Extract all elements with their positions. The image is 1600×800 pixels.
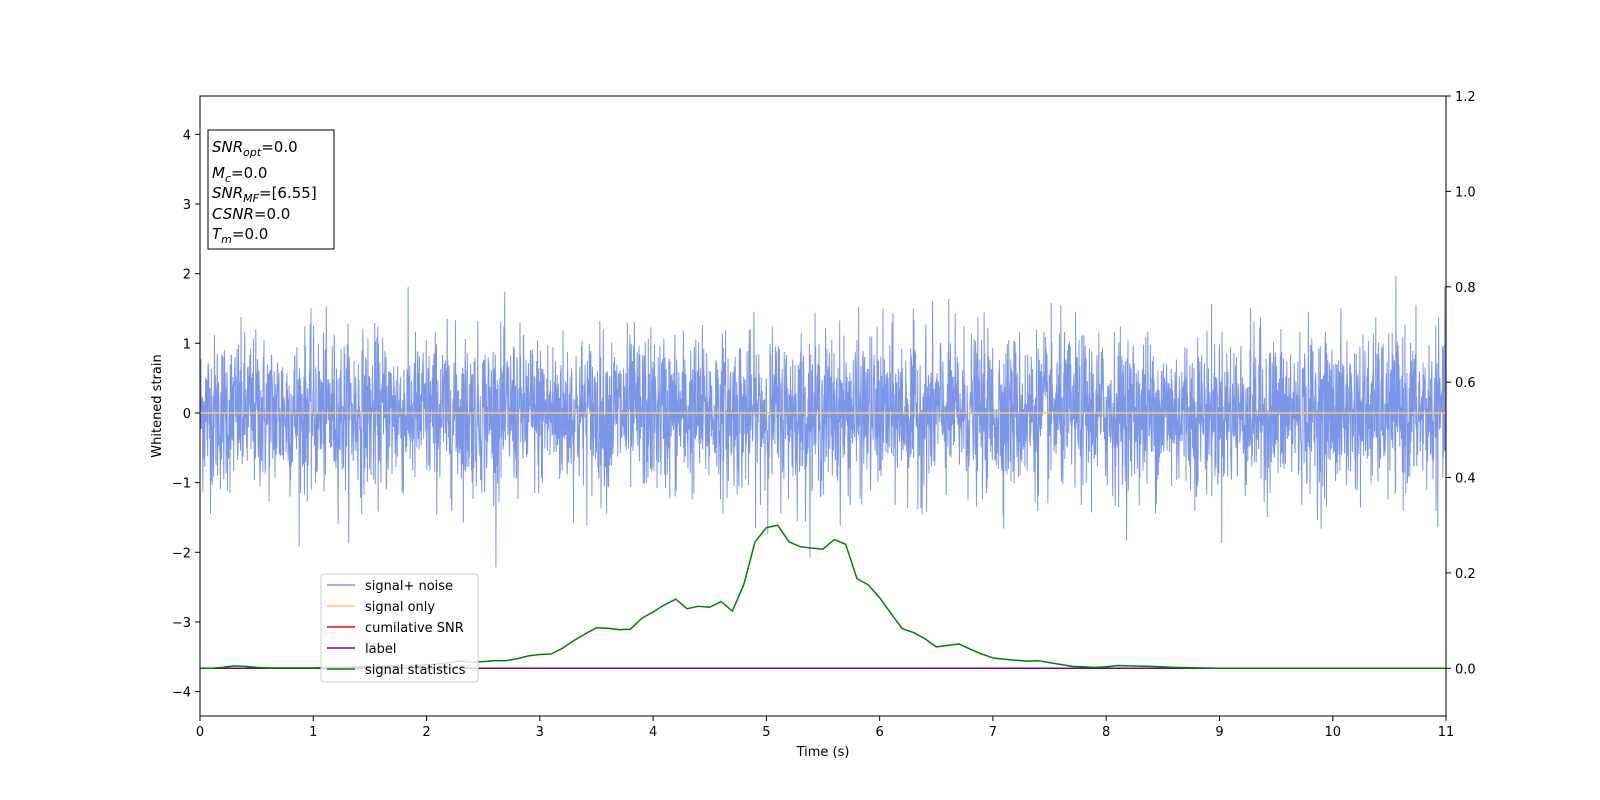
x-tick-label: 8 [1102,725,1110,740]
x-axis-label: Time (s) [796,745,850,760]
y-axis-right-ticks: 0.0 0.2 0.4 0.6 0.8 1.0 1.2 [1446,90,1476,677]
y-right-tick-label: 0.4 [1455,472,1476,487]
x-tick-label: 3 [536,725,544,740]
y-left-tick-label: 3 [183,198,191,213]
y-right-tick-label: 0.6 [1455,376,1476,391]
legend-label-signal-noise: signal+ noise [365,579,453,594]
y-left-tick-label: −4 [172,686,191,701]
info-csnr-value: =0.0 [254,205,290,223]
info-csnr: CSNR=0.0 [212,205,290,223]
y-right-tick-label: 1.0 [1455,185,1476,200]
legend: signal+ noise signal only cumilative SNR la… [320,573,479,683]
y-right-tick-label: 0.2 [1455,567,1476,582]
y-right-tick-label: 0.8 [1455,281,1476,296]
legend-label-cumilative-snr: cumilative SNR [365,621,464,636]
y-left-tick-label: 0 [183,407,191,422]
x-tick-label: 1 [309,725,317,740]
y-axis-left-ticks: −4 −3 −2 −1 0 1 2 3 4 [172,128,200,701]
x-tick-label: 6 [875,725,883,740]
info-tm-sub: m [221,233,232,246]
x-axis-ticks: 0 1 2 3 4 5 6 7 8 9 10 11 [196,716,1454,740]
x-tick-label: 0 [196,725,204,740]
info-csnr-var: CSNR [212,205,254,223]
info-snr-mf-var: SNR [212,184,243,202]
info-snr-mf: SNRMF=[6.55] [212,184,317,205]
info-tm: Tm=0.0 [212,225,268,246]
info-box-frame [207,129,335,250]
info-snr-mf-sub: MF [243,192,259,205]
info-mc-var: M [212,164,225,182]
axes-frame [199,95,1447,717]
legend-label-signal-only: signal only [365,600,435,615]
y-left-tick-label: 1 [183,337,191,352]
y-axis-label: Whitened strain [150,354,165,457]
info-snr-opt-var: SNR [212,138,243,156]
y-left-tick-label: 2 [183,268,191,283]
x-tick-label: 9 [1215,725,1223,740]
y-left-tick-label: −1 [172,477,191,492]
info-snr-opt: SNRopt=0.0 [212,138,298,159]
legend-label-signal-statistics: signal statistics [365,663,466,678]
y-right-tick-label: 0.0 [1455,662,1476,677]
y-left-tick-label: −3 [172,616,191,631]
x-tick-label: 5 [762,725,770,740]
x-tick-label: 10 [1324,725,1341,740]
legend-frame [320,573,479,683]
info-tm-var: T [212,225,223,243]
info-box: SNRopt=0.0 Mc=0.0 SNRMF=[6.55] CSNR=0.0 … [207,129,335,250]
info-snr-mf-value: =[6.55] [259,184,317,202]
info-snr-opt-sub: opt [243,146,262,159]
x-tick-label: 7 [989,725,997,740]
info-mc-sub: c [225,172,231,185]
y-left-tick-label: 4 [183,128,191,143]
info-mc-value: =0.0 [231,164,267,182]
x-tick-label: 2 [422,725,430,740]
y-left-tick-label: −2 [172,546,191,561]
info-tm-value: =0.0 [232,225,268,243]
legend-label-label: label [365,642,396,657]
y-right-tick-label: 1.2 [1455,90,1476,105]
x-tick-label: 11 [1438,725,1455,740]
x-tick-label: 4 [649,725,657,740]
info-mc: Mc=0.0 [212,164,267,185]
info-snr-opt-value: =0.0 [261,138,297,156]
